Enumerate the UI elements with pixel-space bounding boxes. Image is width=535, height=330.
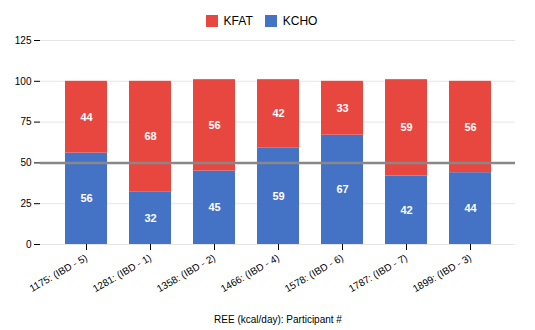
svg-text:42: 42 bbox=[400, 204, 412, 216]
svg-text:1358: (IBD - 2): 1358: (IBD - 2) bbox=[155, 252, 217, 294]
svg-text:42: 42 bbox=[272, 107, 284, 119]
svg-text:56: 56 bbox=[80, 192, 92, 204]
svg-text:50: 50 bbox=[20, 157, 32, 168]
html-text:KCHO: KCHO bbox=[282, 13, 318, 28]
svg-text:56: 56 bbox=[464, 121, 476, 133]
svg-text:68: 68 bbox=[144, 130, 156, 142]
svg-text:1175: (IBD - 5): 1175: (IBD - 5) bbox=[27, 252, 89, 294]
svg-text:75: 75 bbox=[20, 116, 32, 127]
html-text:KFAT: KFAT bbox=[223, 13, 253, 28]
svg-text:1281: (IBD - 1): 1281: (IBD - 1) bbox=[91, 252, 153, 294]
svg-text:1899: (IBD - 3): 1899: (IBD - 3) bbox=[411, 252, 473, 294]
svg-text:59: 59 bbox=[272, 190, 284, 202]
svg-text:0: 0 bbox=[26, 239, 32, 250]
svg-text:56: 56 bbox=[208, 119, 220, 131]
svg-text:125: 125 bbox=[15, 35, 32, 46]
svg-text:1578: (IBD - 6): 1578: (IBD - 6) bbox=[283, 252, 345, 294]
svg-text:33: 33 bbox=[336, 102, 348, 114]
svg-text:32: 32 bbox=[144, 212, 156, 224]
svg-text:1787: (IBD - 7): 1787: (IBD - 7) bbox=[347, 252, 409, 294]
svg-text:59: 59 bbox=[400, 121, 412, 133]
svg-text:REE (kcal/day): Participant #: REE (kcal/day): Participant # bbox=[214, 314, 342, 325]
svg-text:45: 45 bbox=[208, 201, 220, 213]
svg-text:100: 100 bbox=[15, 76, 32, 87]
svg-text:67: 67 bbox=[336, 183, 348, 195]
svg-text:1466: (IBD - 4): 1466: (IBD - 4) bbox=[219, 252, 281, 294]
svg-text:44: 44 bbox=[464, 202, 477, 214]
svg-text:44: 44 bbox=[80, 111, 93, 123]
svg-text:25: 25 bbox=[20, 198, 32, 209]
